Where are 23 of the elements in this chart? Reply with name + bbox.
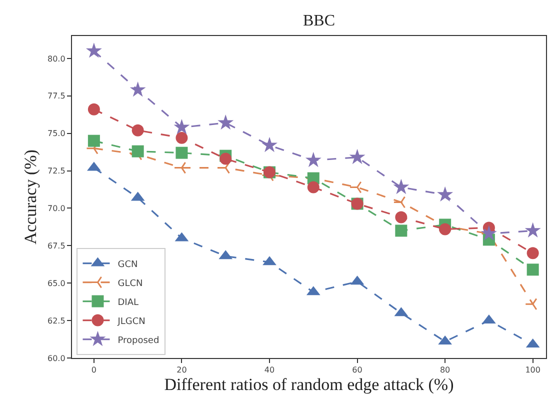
- legend-label: GCN: [118, 260, 138, 270]
- legend-label: Proposed: [118, 336, 160, 346]
- y-tick-label: 60.0: [47, 354, 66, 363]
- y-tick-label: 65.0: [47, 278, 66, 288]
- legend-label: GLCN: [118, 278, 143, 289]
- y-tick-label: 72.5: [47, 166, 66, 176]
- x-tick-label: 20: [176, 366, 187, 375]
- x-tick-label: 100: [525, 366, 540, 375]
- chart-title: BBC: [302, 12, 336, 30]
- y-tick-label: 67.5: [47, 241, 66, 250]
- x-tick-label: 0: [91, 366, 96, 375]
- y-axis-title: Accuracy (%): [21, 150, 40, 244]
- y-tick-label: 75.0: [47, 129, 66, 138]
- x-tick-label: 80: [440, 366, 450, 375]
- legend-label: DIAL: [118, 298, 139, 308]
- x-tick-label: 60: [352, 366, 362, 375]
- y-tick-label: 80.0: [47, 54, 66, 64]
- y-tick-label: 77.5: [47, 92, 66, 101]
- y-tick-label: 70.0: [47, 204, 66, 214]
- legend-label: JLGCN: [116, 316, 146, 327]
- y-tick-label: 62.5: [47, 316, 66, 326]
- x-axis-title: Different ratios of random edge attack (%): [164, 375, 454, 394]
- x-tick-label: 40: [264, 366, 275, 375]
